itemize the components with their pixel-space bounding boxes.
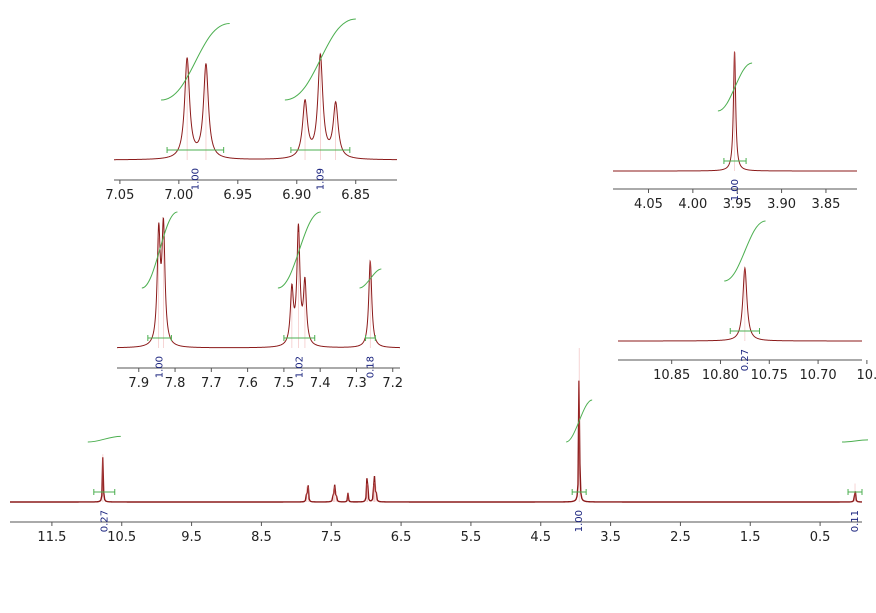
inset-aromatic-low-tick-label-3: 6.90 bbox=[282, 188, 311, 203]
inset-nh-integral-bracket-0 bbox=[729, 328, 761, 334]
inset-methoxy-tick-label-1: 4.00 bbox=[678, 197, 707, 212]
main-integral-label-2: 0.11 bbox=[850, 510, 861, 532]
inset-methoxy-tick-label-2: 3.95 bbox=[723, 197, 752, 212]
inset-aromatic-high-integral-curve-0 bbox=[141, 211, 178, 289]
inset-aromatic-high-tick-label-3: 7.6 bbox=[237, 376, 258, 391]
inset-aromatic-high-tick-label-2: 7.7 bbox=[201, 376, 222, 391]
inset-methoxy-tick-label-3: 3.90 bbox=[767, 197, 796, 212]
inset-aromatic-high-spectrum-trace bbox=[116, 216, 401, 349]
main-integral-curve-1 bbox=[565, 399, 593, 443]
inset-nh-tick-label-4: 10. bbox=[857, 368, 876, 383]
inset-aromatic-low-tick-label-1: 7.00 bbox=[164, 188, 193, 203]
main-tick-label-0: 11.5 bbox=[37, 530, 66, 545]
inset-aromatic-high-tick-label-6: 7.3 bbox=[346, 376, 367, 391]
inset-aromatic-low-tick-label-0: 7.05 bbox=[105, 188, 134, 203]
inset-aromatic-high-integral-bracket-2 bbox=[365, 335, 376, 341]
main-tick-label-5: 6.5 bbox=[391, 530, 412, 545]
main-tick-label-8: 3.5 bbox=[600, 530, 621, 545]
inset-aromatic-high-panel: 7.9 7.8 7.7 7.6 7.5 7.4 7.3 7.2 1.00 1.02 0.18 bbox=[116, 211, 403, 391]
main-tick-label-4: 7.5 bbox=[321, 530, 342, 545]
main-spectrum-panel: 11.5 10.5 9.5 8.5 7.5 6.5 5.5 4.5 3.5 2.5 1.5 0.5 0.… bbox=[10, 348, 869, 545]
main-integral-bracket-2 bbox=[847, 489, 863, 495]
inset-aromatic-high-integral-curve-1 bbox=[277, 211, 321, 289]
inset-nh-tick-label-0: 10.85 bbox=[653, 368, 690, 383]
main-tick-label-6: 5.5 bbox=[461, 530, 482, 545]
inset-aromatic-high-integral-label-2: 0.18 bbox=[365, 356, 376, 378]
inset-methoxy-tick-label-4: 3.85 bbox=[811, 197, 840, 212]
main-tick-label-1: 10.5 bbox=[107, 530, 136, 545]
inset-nh-tick-label-3: 10.70 bbox=[799, 368, 836, 383]
inset-aromatic-high-integral-label-1: 1.02 bbox=[294, 356, 305, 378]
inset-aromatic-low-tick-label-4: 6.85 bbox=[341, 188, 370, 203]
inset-aromatic-low-integral-bracket-0 bbox=[166, 147, 225, 153]
inset-aromatic-low-spectrum-trace bbox=[114, 52, 398, 161]
inset-aromatic-high-integral-label-0: 1.00 bbox=[155, 356, 166, 378]
inset-aromatic-high-integral-bracket-0 bbox=[147, 335, 172, 341]
main-integral-curve-0 bbox=[87, 435, 121, 443]
inset-aromatic-low-integral-label-1: 1.09 bbox=[315, 168, 326, 190]
inset-methoxy-integral-bracket-0 bbox=[723, 158, 747, 164]
inset-aromatic-low-integral-curve-0 bbox=[161, 23, 230, 101]
inset-aromatic-high-tick-label-7: 7.2 bbox=[382, 376, 403, 391]
inset-nh-tick-label-2: 10.75 bbox=[751, 368, 788, 383]
inset-nh-spectrum-trace bbox=[618, 266, 862, 342]
main-spectrum-trace bbox=[10, 380, 863, 503]
inset-nh-panel: 10.85 10.80 10.75 10.70 10. 0.27 bbox=[618, 220, 876, 383]
inset-nh-integral-curve-0 bbox=[724, 220, 766, 282]
main-integral-bracket-1 bbox=[571, 489, 587, 495]
inset-aromatic-high-tick-label-1: 7.8 bbox=[165, 376, 186, 391]
inset-nh-integral-label-0: 0.27 bbox=[740, 349, 751, 371]
main-integral-label-1: 1.00 bbox=[574, 510, 585, 532]
main-tick-label-11: 0.5 bbox=[810, 530, 831, 545]
main-integral-bracket-0 bbox=[93, 489, 116, 495]
inset-aromatic-high-tick-label-4: 7.5 bbox=[274, 376, 295, 391]
main-tick-label-9: 2.5 bbox=[670, 530, 691, 545]
main-tick-label-2: 9.5 bbox=[181, 530, 202, 545]
inset-methoxy-spectrum-trace bbox=[613, 51, 857, 172]
main-tick-label-3: 8.5 bbox=[251, 530, 272, 545]
main-tick-label-7: 4.5 bbox=[530, 530, 551, 545]
inset-aromatic-low-integral-curve-1 bbox=[284, 18, 356, 101]
inset-aromatic-low-integral-bracket-1 bbox=[290, 147, 351, 153]
inset-aromatic-high-integral-bracket-1 bbox=[283, 335, 316, 341]
inset-methoxy-integral-curve-0 bbox=[717, 62, 753, 112]
inset-aromatic-low-integral-label-0: 1.00 bbox=[190, 168, 201, 190]
inset-nh-tick-label-1: 10.80 bbox=[702, 368, 739, 383]
main-integral-label-0: 0.27 bbox=[99, 510, 110, 532]
inset-aromatic-high-tick-label-0: 7.9 bbox=[128, 376, 149, 391]
inset-aromatic-high-tick-label-5: 7.4 bbox=[310, 376, 331, 391]
inset-aromatic-low-tick-label-2: 6.95 bbox=[223, 188, 252, 203]
main-tick-label-10: 1.5 bbox=[740, 530, 761, 545]
main-integral-curve-2 bbox=[842, 439, 869, 443]
inset-methoxy-tick-label-0: 4.05 bbox=[634, 197, 663, 212]
inset-aromatic-low-panel: 7.05 7.00 6.95 6.90 6.85 1.00 1.09 bbox=[105, 18, 398, 203]
inset-methoxy-panel: 4.05 4.00 3.95 3.90 3.85 1.00 bbox=[613, 51, 857, 212]
inset-methoxy-integral-label-0: 1.00 bbox=[730, 179, 741, 201]
inset-aromatic-high-integral-curve-2 bbox=[359, 268, 382, 289]
